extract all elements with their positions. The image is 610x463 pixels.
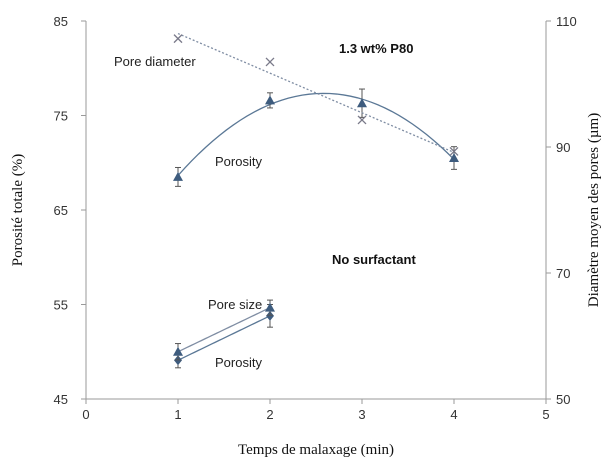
data-point [265, 302, 275, 312]
series-layer [173, 32, 459, 369]
data-point [265, 95, 275, 105]
left-y-tick-label: 55 [54, 298, 68, 313]
data-point [173, 346, 183, 356]
axes [85, 21, 547, 400]
x-axis-title: Temps de malaxage (min) [238, 442, 394, 458]
data-point [266, 310, 274, 321]
trend-line [177, 307, 271, 353]
x-tick-label: 5 [542, 407, 549, 422]
left-y-axis-title: Porosité totale (%) [10, 154, 26, 266]
data-point [173, 34, 183, 44]
right-y-axis-title: Diamètre moyen des pores (µm) [586, 113, 602, 307]
right-y-tick-label: 110 [556, 14, 577, 29]
x-tick-label: 4 [450, 407, 457, 422]
trend-line [177, 92, 455, 176]
series-triangle-right [173, 299, 275, 361]
right-y-tick-label: 50 [556, 392, 570, 407]
x-tick-label: 3 [358, 407, 365, 422]
right-y-tick-label: 70 [556, 266, 570, 281]
data-point [357, 98, 367, 108]
left-y-tick-label: 75 [54, 109, 68, 124]
annotation-pore-size: Pore size [208, 297, 262, 312]
x-tick-label: 0 [82, 407, 89, 422]
x-tick-label: 2 [266, 407, 273, 422]
marker-stroke [449, 146, 459, 156]
series-triangle-left [173, 88, 459, 187]
data-point [449, 153, 459, 163]
x-tick-label: 1 [174, 407, 181, 422]
tick-marks [81, 20, 551, 404]
right-y-tick-label: 90 [556, 140, 570, 155]
left-y-tick-label: 45 [54, 392, 68, 407]
annotation-porosity-p80: Porosity [215, 154, 262, 169]
trend-line [177, 315, 271, 361]
marker-stroke [265, 57, 275, 67]
left-y-tick-label: 65 [54, 203, 68, 218]
marker-stroke [173, 34, 183, 44]
annotation-porosity-no-surfactant: Porosity [215, 355, 262, 370]
data-point [357, 115, 367, 125]
data-point [449, 146, 459, 156]
data-point [265, 57, 275, 67]
left-y-tick-label: 85 [54, 14, 68, 29]
annotation-pore-diameter: Pore diameter [114, 54, 196, 69]
data-point [173, 171, 183, 181]
annotation-p80: 1.3 wt% P80 [339, 41, 413, 56]
marker-stroke [357, 115, 367, 125]
annotation-no-surfactant: No surfactant [332, 252, 416, 267]
series-x-right [173, 32, 459, 156]
